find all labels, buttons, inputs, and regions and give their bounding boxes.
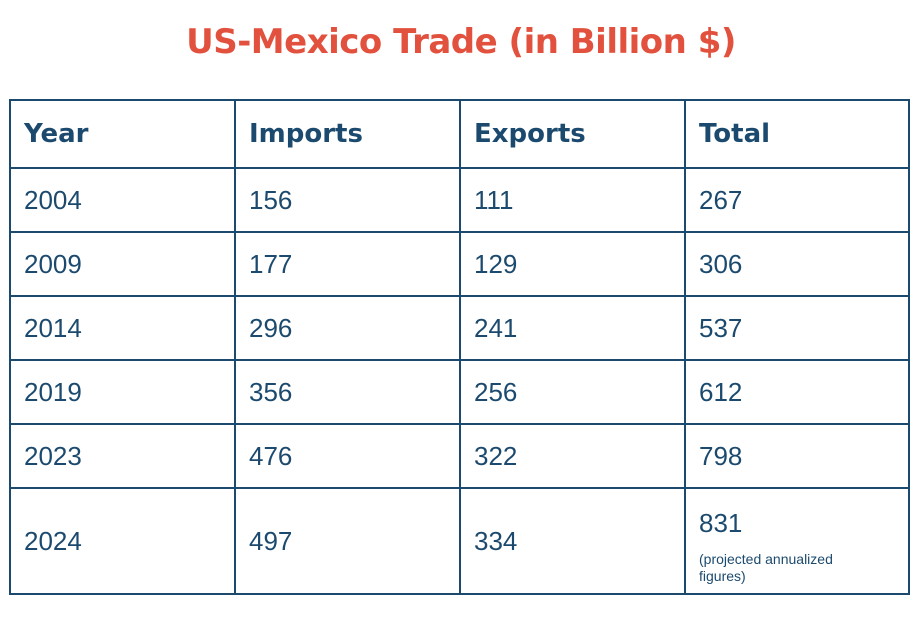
cell-imports: 177 [234,231,461,297]
cell-total: 831 [699,507,743,538]
chart-title: US-Mexico Trade (in Billion $) [186,22,736,62]
cell-imports: 296 [234,295,461,361]
table-row: 2019 356 256 612 [9,359,910,425]
cell-year: 2004 [9,167,236,233]
table-row: 2023 476 322 798 [9,423,910,489]
table-header-row: Year Imports Exports Total [9,99,910,169]
column-header-exports: Exports [459,99,686,169]
trade-table: Year Imports Exports Total 2004 156 111 … [9,99,910,595]
column-header-total: Total [684,99,910,169]
cell-year: 2014 [9,295,236,361]
column-header-imports: Imports [234,99,461,169]
cell-year: 2023 [9,423,236,489]
cell-exports: 334 [459,487,686,595]
column-header-year: Year [9,99,236,169]
cell-year: 2009 [9,231,236,297]
projection-note: (projected annualized figures) [699,550,833,584]
table-row: 2014 296 241 537 [9,295,910,361]
cell-exports: 256 [459,359,686,425]
cell-year: 2024 [9,487,236,595]
cell-total: 798 [684,423,910,489]
table-row: 2009 177 129 306 [9,231,910,297]
cell-total-with-note: 831 (projected annualized figures) [684,487,910,595]
cell-total: 267 [684,167,910,233]
cell-imports: 476 [234,423,461,489]
cell-imports: 497 [234,487,461,595]
cell-year: 2019 [9,359,236,425]
cell-exports: 129 [459,231,686,297]
cell-total: 306 [684,231,910,297]
table-row: 2024 497 334 831 (projected annualized f… [9,487,910,595]
table-row: 2004 156 111 267 [9,167,910,233]
cell-imports: 356 [234,359,461,425]
cell-exports: 111 [459,167,686,233]
cell-total: 537 [684,295,910,361]
cell-imports: 156 [234,167,461,233]
cell-total: 612 [684,359,910,425]
cell-exports: 322 [459,423,686,489]
cell-exports: 241 [459,295,686,361]
